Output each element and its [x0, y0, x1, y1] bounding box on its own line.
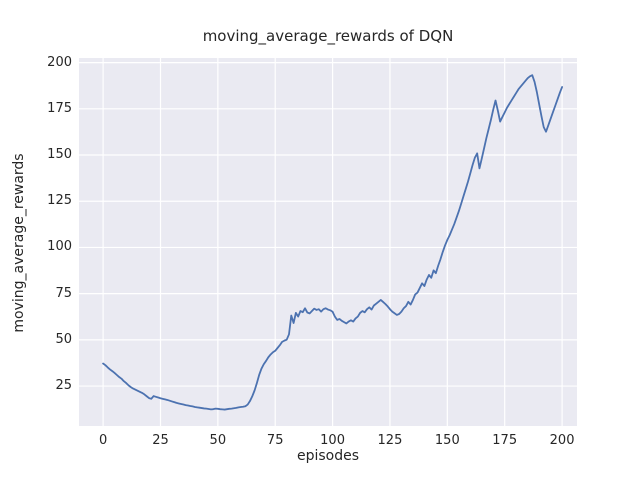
x-tick-label: 0 [98, 433, 108, 448]
y-tick-label: 100 [47, 239, 72, 255]
plot-canvas [79, 58, 577, 426]
x-tick-label: 50 [209, 433, 227, 448]
x-axis-label: episodes [296, 448, 360, 464]
x-tick-label: 200 [549, 433, 575, 448]
y-tick-label: 125 [47, 193, 72, 209]
x-tick-label: 75 [266, 433, 284, 448]
y-tick-label: 175 [47, 100, 72, 116]
x-tick-label: 100 [320, 433, 345, 448]
y-tick-label: 25 [55, 378, 72, 394]
y-tick-label: 50 [55, 331, 72, 347]
x-tick-label: 150 [434, 433, 460, 448]
x-tick-label: 175 [492, 433, 518, 448]
y-tick-label: 200 [47, 54, 72, 70]
x-tick-label: 125 [377, 433, 403, 448]
chart-title: moving_average_rewards of DQN [202, 27, 454, 45]
y-tick-label: 75 [55, 285, 72, 301]
y-tick-label: 150 [47, 147, 72, 163]
dqn-rewards-line [102, 74, 563, 411]
x-tick-label: 25 [152, 433, 169, 448]
y-axis-label: moving_average_rewards [11, 153, 27, 333]
plot-area [79, 58, 577, 426]
